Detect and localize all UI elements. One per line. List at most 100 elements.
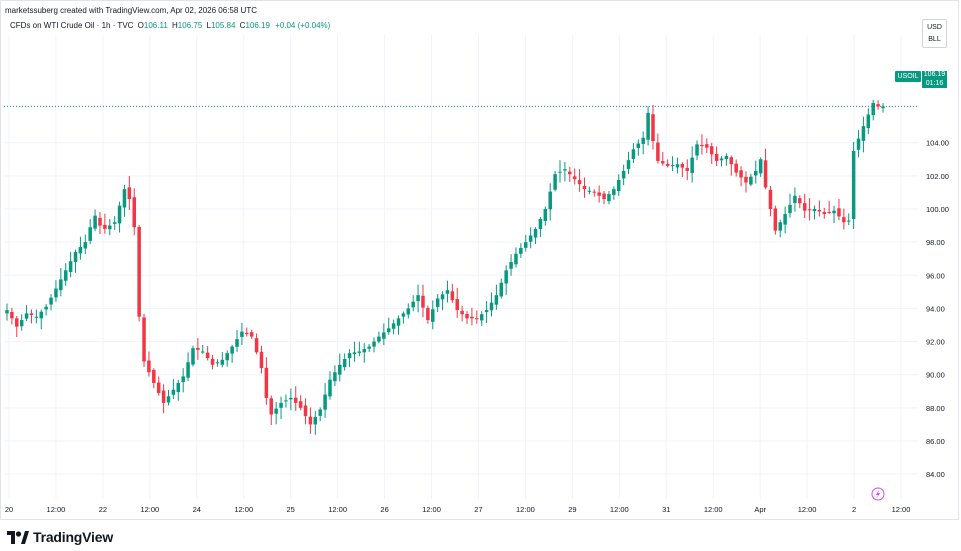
candle-body bbox=[685, 167, 690, 171]
x-tick-label: 25 bbox=[287, 505, 295, 514]
candle-body bbox=[846, 220, 851, 222]
candle-body bbox=[367, 346, 371, 349]
candle-body bbox=[807, 209, 812, 211]
candle-body bbox=[44, 306, 48, 310]
candle-body bbox=[200, 351, 205, 353]
candle-body bbox=[538, 218, 543, 230]
instrument-title[interactable]: CFDs on WTI Crude Oil · 1h · TVC bbox=[10, 21, 134, 30]
candle-body bbox=[445, 290, 450, 294]
x-tick-label: 12:00 bbox=[140, 505, 159, 514]
candle-body bbox=[670, 165, 675, 167]
instrument-legend: CFDs on WTI Crude Oil · 1h · TVC O106.11… bbox=[10, 21, 330, 30]
candle-body bbox=[328, 379, 332, 397]
candle-body bbox=[323, 394, 327, 410]
candle-body bbox=[450, 291, 455, 301]
candle-body bbox=[675, 164, 680, 168]
candle-body bbox=[196, 348, 200, 350]
candle-body bbox=[607, 194, 611, 202]
candle-body bbox=[768, 189, 773, 209]
candle-body bbox=[186, 362, 190, 378]
candle-body bbox=[24, 313, 29, 319]
candle-body bbox=[543, 209, 548, 221]
open-value: 106.11 bbox=[143, 21, 168, 30]
candle-body bbox=[264, 367, 269, 398]
x-tick-label: 12:00 bbox=[516, 505, 535, 514]
candle-body bbox=[793, 195, 797, 203]
candle-body bbox=[137, 226, 141, 317]
candle-body bbox=[582, 185, 587, 190]
x-tick-label: 12:00 bbox=[328, 505, 347, 514]
x-tick-label: 2 bbox=[852, 505, 856, 514]
candle-body bbox=[651, 114, 655, 142]
x-tick-label: 12:00 bbox=[422, 505, 441, 514]
candle-body bbox=[289, 397, 293, 400]
candle-body bbox=[245, 332, 249, 335]
candle-body bbox=[616, 180, 621, 192]
high-value: 106.75 bbox=[177, 21, 203, 30]
candle-body bbox=[98, 217, 102, 226]
candle-body bbox=[656, 142, 660, 161]
candle-body bbox=[876, 104, 880, 107]
candle-body bbox=[460, 310, 464, 315]
candle-body bbox=[10, 311, 14, 319]
candle-body bbox=[612, 189, 616, 195]
candle-body bbox=[533, 228, 538, 238]
candle-body bbox=[166, 396, 171, 403]
last-price-symbol: USOIL bbox=[895, 71, 921, 82]
candle-body bbox=[401, 313, 406, 317]
candle-body bbox=[269, 398, 274, 415]
candle-body bbox=[631, 149, 636, 159]
candle-body bbox=[240, 331, 244, 337]
x-tick-label: 22 bbox=[99, 505, 107, 514]
y-tick-label: 88.00 bbox=[926, 404, 945, 413]
candle-body bbox=[798, 198, 802, 204]
candle-body bbox=[93, 215, 97, 229]
y-tick-label: 98.00 bbox=[926, 238, 945, 247]
candle-body bbox=[19, 320, 24, 327]
currency-unit-button[interactable]: USD BLL bbox=[922, 19, 947, 48]
bar-countdown: 01:16 bbox=[925, 79, 944, 87]
candle-body bbox=[68, 261, 73, 273]
candle-body bbox=[470, 316, 474, 319]
candle-body bbox=[744, 176, 748, 183]
candle-body bbox=[734, 163, 738, 173]
x-tick-label: Apr bbox=[754, 505, 766, 514]
candle-body bbox=[700, 144, 704, 147]
candle-body bbox=[39, 311, 44, 319]
candle-body bbox=[837, 208, 841, 217]
candle-body bbox=[568, 171, 572, 175]
candle-body bbox=[333, 372, 337, 382]
x-tick-label: 24 bbox=[193, 505, 201, 514]
candle-body bbox=[763, 160, 768, 188]
tradingview-logo[interactable]: TradingView bbox=[7, 528, 113, 546]
y-tick-label: 102.00 bbox=[926, 172, 949, 181]
candle-body bbox=[284, 400, 288, 402]
candle-body bbox=[386, 328, 391, 333]
candle-body bbox=[621, 170, 626, 179]
candle-body bbox=[357, 351, 362, 353]
flash-icon[interactable] bbox=[871, 487, 885, 501]
candle-body bbox=[191, 348, 195, 365]
x-tick-label: 12:00 bbox=[234, 505, 253, 514]
candle-body bbox=[142, 317, 146, 362]
candle-body bbox=[851, 151, 856, 220]
low-value: 105.84 bbox=[210, 21, 236, 30]
candle-body bbox=[215, 362, 220, 364]
candle-body bbox=[778, 222, 782, 231]
candle-body bbox=[152, 369, 156, 383]
candle-body bbox=[817, 210, 822, 212]
candle-body bbox=[499, 282, 504, 297]
candle-body bbox=[788, 204, 792, 214]
candle-body bbox=[426, 308, 430, 321]
x-tick-label: 12:00 bbox=[798, 505, 817, 514]
candle-body bbox=[34, 316, 39, 318]
x-tick-label: 31 bbox=[662, 505, 670, 514]
candle-body bbox=[435, 298, 440, 307]
candle-body bbox=[108, 225, 112, 230]
candle-body bbox=[230, 346, 234, 354]
candle-body bbox=[455, 299, 459, 311]
candle-body bbox=[298, 401, 303, 408]
price-chart[interactable]: 84.00 86.00 88.00 90.00 92.00 94.00 96.00 98.00… bbox=[0, 0, 961, 520]
brand-name: TradingView bbox=[33, 529, 114, 545]
candle-body bbox=[73, 252, 78, 262]
